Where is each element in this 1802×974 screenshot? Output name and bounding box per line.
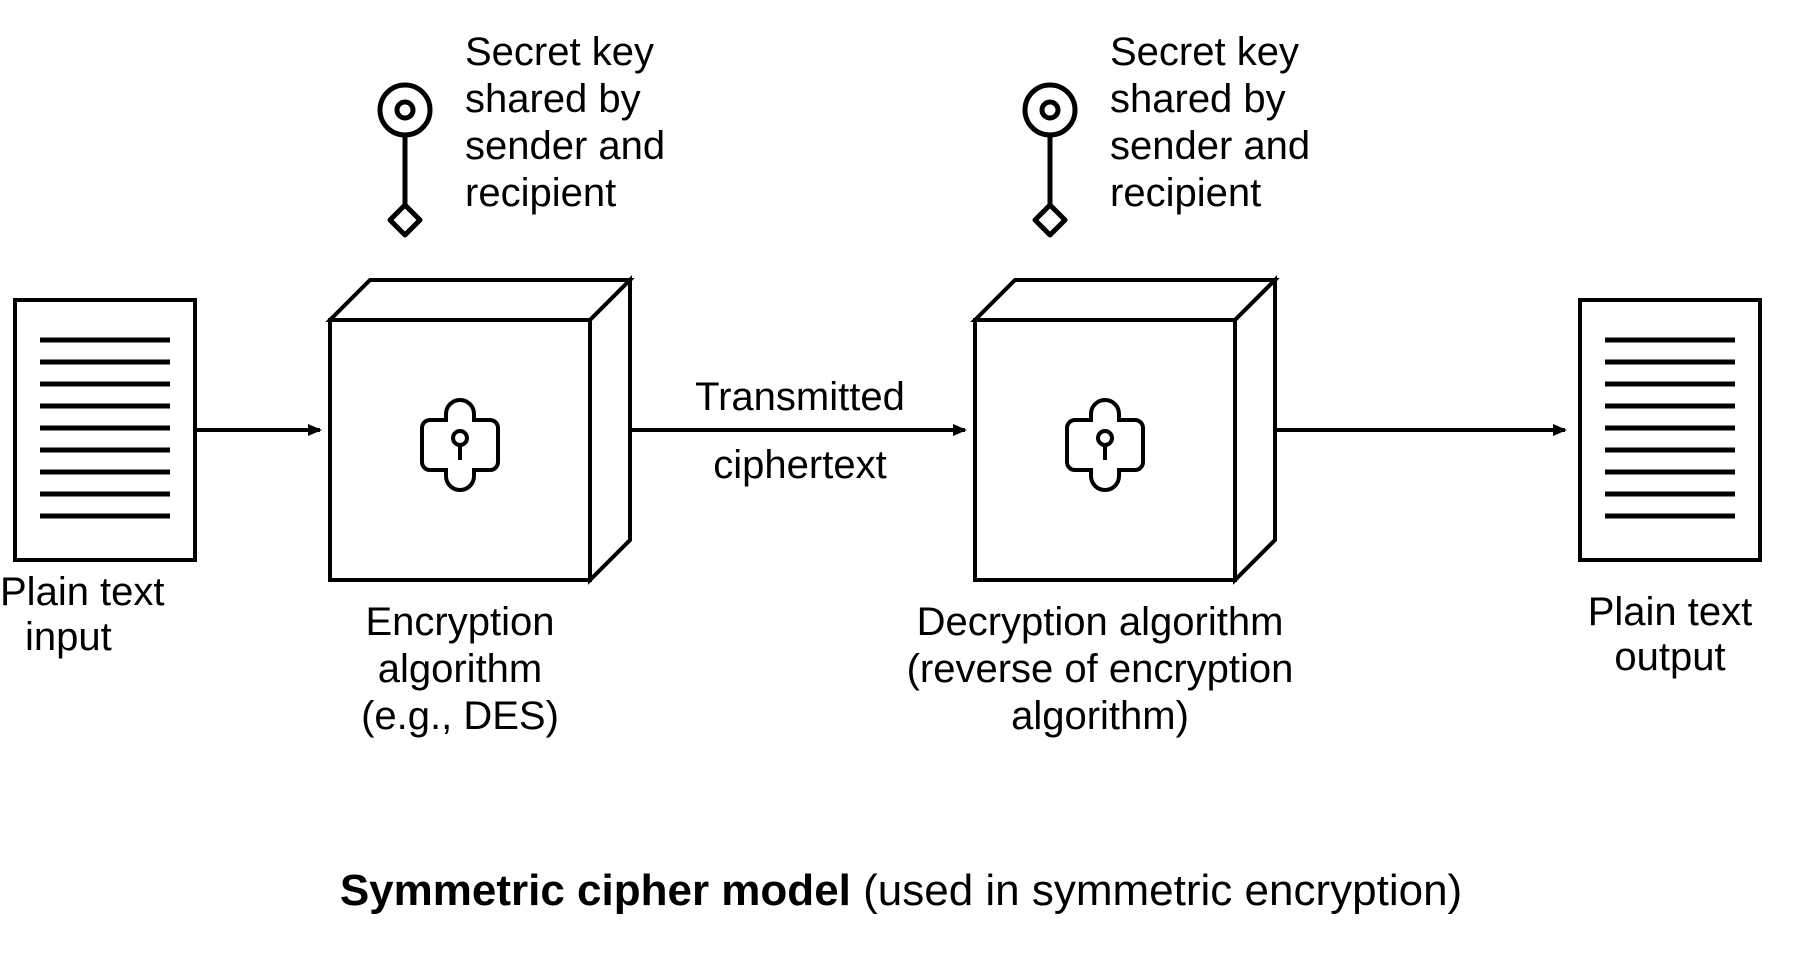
- decryption-box: [975, 280, 1275, 580]
- decryption-label-l2: (reverse of encryption: [907, 647, 1294, 691]
- plaintext-input-icon: [15, 300, 195, 560]
- key-icon-left: [380, 85, 430, 235]
- plaintext-output-label-l2: output: [1614, 635, 1725, 679]
- key-right-label-l3: sender and: [1110, 124, 1310, 168]
- plaintext-output-icon: [1580, 300, 1760, 560]
- plaintext-input-label-l1: Plain text: [0, 570, 165, 614]
- encryption-box: [330, 280, 630, 580]
- caption-bold: Symmetric cipher model: [340, 866, 851, 915]
- encryption-label-l3: (e.g., DES): [361, 694, 559, 738]
- key-right-label-l4: recipient: [1110, 171, 1261, 215]
- key-icon-right: [1025, 85, 1075, 235]
- transmitted-label-l2: ciphertext: [713, 443, 886, 487]
- decryption-label-l3: algorithm): [1011, 694, 1189, 738]
- key-left-label-l4: recipient: [465, 171, 616, 215]
- symmetric-cipher-diagram: Plain text input Encryption algorithm (e…: [0, 0, 1802, 974]
- transmitted-label-l1: Transmitted: [695, 375, 905, 419]
- key-left-label-l3: sender and: [465, 124, 665, 168]
- caption-rest: (used in symmetric encryption): [851, 866, 1462, 915]
- encryption-label-l1: Encryption: [366, 600, 555, 644]
- key-right-label-l1: Secret key: [1110, 30, 1299, 74]
- plaintext-output-label-l1: Plain text: [1588, 590, 1753, 634]
- encryption-label-l2: algorithm: [378, 647, 543, 691]
- key-left-label-l2: shared by: [465, 77, 641, 121]
- caption: Symmetric cipher model (used in symmetri…: [340, 866, 1462, 915]
- key-right-label-l2: shared by: [1110, 77, 1286, 121]
- decryption-label-l1: Decryption algorithm: [917, 600, 1284, 644]
- plaintext-input-label-l2: input: [25, 615, 112, 659]
- key-left-label-l1: Secret key: [465, 30, 654, 74]
